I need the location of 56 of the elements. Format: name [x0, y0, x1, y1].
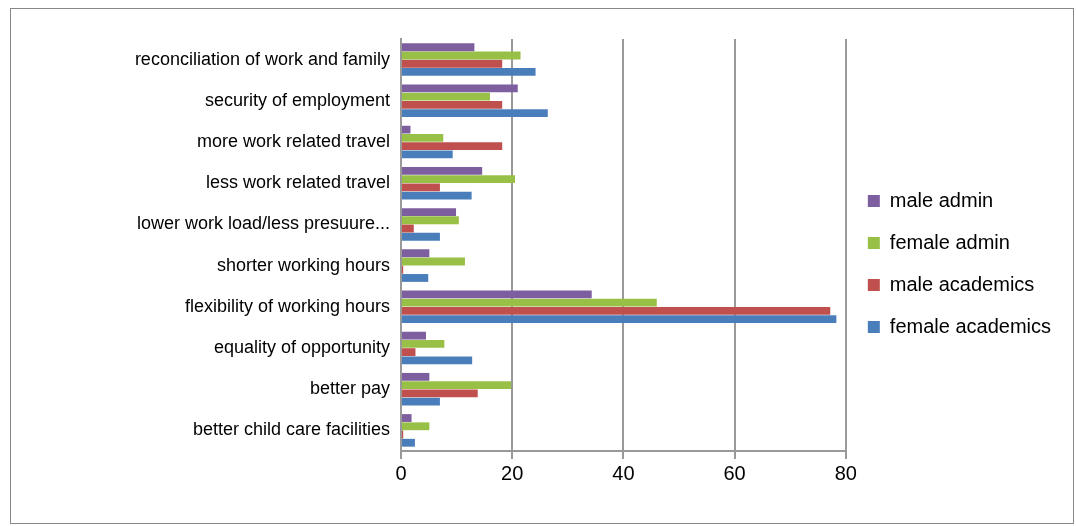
bar [402, 59, 503, 68]
legend-label: male admin [889, 188, 994, 211]
bar [402, 68, 536, 76]
bar [402, 414, 412, 422]
bar [402, 438, 415, 447]
y-tick-label: better child care facilities [192, 419, 390, 440]
bar [402, 216, 459, 225]
bar [402, 381, 512, 389]
bar [402, 372, 430, 381]
bar [402, 290, 592, 299]
x-tick-label: 60 [723, 461, 746, 484]
bar [402, 183, 440, 192]
bar [402, 92, 490, 101]
bar [402, 84, 518, 93]
bar [402, 191, 472, 200]
bar [402, 397, 440, 406]
bar [402, 274, 429, 282]
bar [402, 175, 515, 183]
x-tick-label: 0 [395, 461, 407, 484]
y-tick-label: equality of opportunity [213, 336, 390, 357]
y-tick-label: lower work load/less presuure... [136, 213, 390, 234]
y-tick-label: more work related travel [196, 130, 390, 151]
bar [402, 315, 837, 324]
bar [402, 150, 453, 159]
bar [402, 101, 503, 109]
bar [402, 125, 411, 134]
x-tick-label: 40 [612, 461, 635, 484]
bar [402, 232, 440, 241]
x-tick-label: 20 [501, 461, 524, 484]
y-tick-label: shorter working hours [216, 254, 390, 275]
bar [402, 166, 483, 175]
bar [402, 389, 478, 398]
bar [402, 307, 831, 315]
bar [402, 331, 427, 340]
bar [402, 109, 548, 118]
bar [402, 249, 430, 258]
y-tick-label: reconciliation of work and family [134, 48, 390, 69]
x-tick-label: 80 [834, 461, 857, 484]
bar [402, 356, 473, 365]
bar [402, 224, 414, 233]
bar [402, 43, 475, 52]
bar [402, 339, 445, 348]
bar [402, 208, 457, 216]
legend-label: male academics [889, 272, 1035, 295]
bar [402, 133, 444, 142]
bar [402, 142, 503, 151]
legend-label: female academics [889, 314, 1052, 337]
y-tick-label: flexibility of working hours [184, 295, 390, 316]
bar [402, 51, 521, 60]
bar [402, 298, 657, 307]
y-tick-label: better pay [309, 378, 390, 399]
y-tick-label: security of employment [204, 89, 390, 110]
bar [402, 348, 416, 357]
bar [402, 422, 430, 431]
legend-label: female admin [889, 230, 1010, 253]
y-tick-label: less work related travel [205, 172, 390, 193]
